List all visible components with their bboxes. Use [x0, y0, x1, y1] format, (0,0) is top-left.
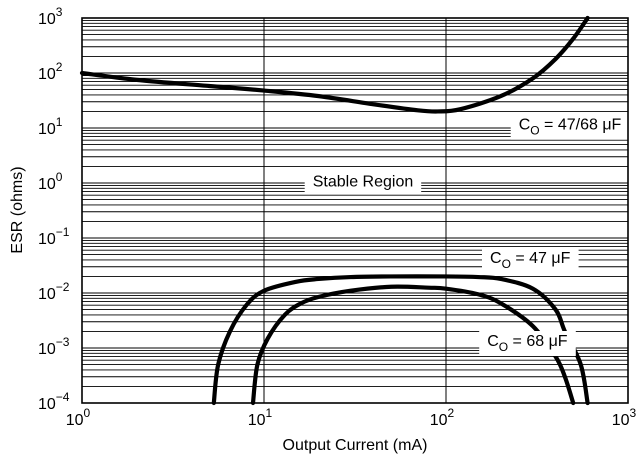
x-tick-labels: 100 101 102 103 — [66, 406, 637, 429]
annotation-background — [510, 114, 630, 140]
annotation-text-suffix: = 68 μF — [508, 333, 568, 350]
x-tick-label: 100 — [66, 406, 91, 429]
annotation-text: Stable Region — [313, 174, 414, 191]
y-tick-base: 10 — [38, 121, 56, 138]
y-tick-base: 10 — [38, 66, 56, 83]
y-tick-label: 102 — [38, 60, 63, 83]
y-tick-label: 100 — [38, 170, 63, 193]
label-co-68uf: CO = 68 μF — [479, 331, 576, 356]
x-tick-label: 102 — [430, 406, 455, 429]
y-tick-base: 10 — [38, 231, 56, 248]
y-tick-exponent: −4 — [56, 390, 70, 404]
y-tick-label: 10−2 — [38, 280, 70, 303]
annotation-text: CO = 47/68 μF — [519, 117, 622, 138]
y-tick-label: 101 — [38, 115, 63, 138]
annotation-background — [479, 331, 576, 356]
y-tick-exponent: −3 — [56, 335, 70, 349]
y-tick-base: 10 — [38, 176, 56, 193]
y-tick-base: 10 — [38, 11, 56, 28]
y-tick-label: 103 — [38, 5, 63, 28]
y-tick-exponent: 0 — [56, 170, 63, 184]
esr-curve-upper-limit — [79, 15, 590, 114]
annotation-text-subscript: O — [530, 124, 539, 138]
annotation-text-main: C — [519, 117, 531, 134]
plot-frame — [81, 17, 629, 404]
y-tick-exponent: −1 — [56, 225, 70, 239]
annotation-text-main: C — [487, 333, 499, 350]
annotation-text: CO = 47 μF — [490, 250, 571, 271]
annotation-text-suffix: = 47/68 μF — [540, 117, 622, 134]
y-tick-base: 10 — [38, 341, 56, 358]
y-axis-title: ESR (ohms) — [9, 166, 26, 253]
y-tick-exponent: 2 — [56, 60, 63, 74]
x-axis-title: Output Current (mA) — [283, 437, 428, 454]
annotation-background — [482, 248, 579, 274]
y-tick-exponent: 3 — [56, 5, 63, 19]
label-co-47uf: CO = 47 μF — [482, 248, 579, 274]
x-tick-exponent: 3 — [630, 406, 637, 420]
y-tick-label: 10−1 — [38, 225, 70, 248]
y-tick-base: 10 — [38, 286, 56, 303]
annotation-text-main: C — [490, 250, 502, 267]
x-tick-base: 10 — [66, 412, 84, 429]
annotation-text-suffix: = 47 μF — [511, 250, 571, 267]
annotation-background — [304, 171, 422, 193]
x-tick-exponent: 0 — [84, 406, 91, 420]
x-tick-exponent: 1 — [266, 406, 273, 420]
x-tick-base: 10 — [248, 412, 266, 429]
x-tick-base: 10 — [430, 412, 448, 429]
x-tick-exponent: 2 — [448, 406, 455, 420]
annotation-text-subscript: O — [499, 340, 508, 354]
x-tick-label: 101 — [248, 406, 273, 429]
x-tick-label: 103 — [612, 406, 637, 429]
esr-curve-47uF-lower-limit — [211, 274, 590, 406]
y-tick-exponent: −2 — [56, 280, 70, 294]
y-tick-label: 10−3 — [38, 335, 70, 358]
annotation-text-subscript: O — [502, 257, 511, 271]
y-tick-base: 10 — [38, 396, 56, 413]
annotation-text: CO = 68 μF — [487, 333, 568, 354]
y-tick-exponent: 1 — [56, 115, 63, 129]
label-co-47-68uf: CO = 47/68 μF — [510, 114, 630, 140]
y-tick-label: 10−4 — [38, 390, 70, 413]
label-stable-region: Stable Region — [304, 171, 422, 193]
x-tick-base: 10 — [612, 412, 630, 429]
